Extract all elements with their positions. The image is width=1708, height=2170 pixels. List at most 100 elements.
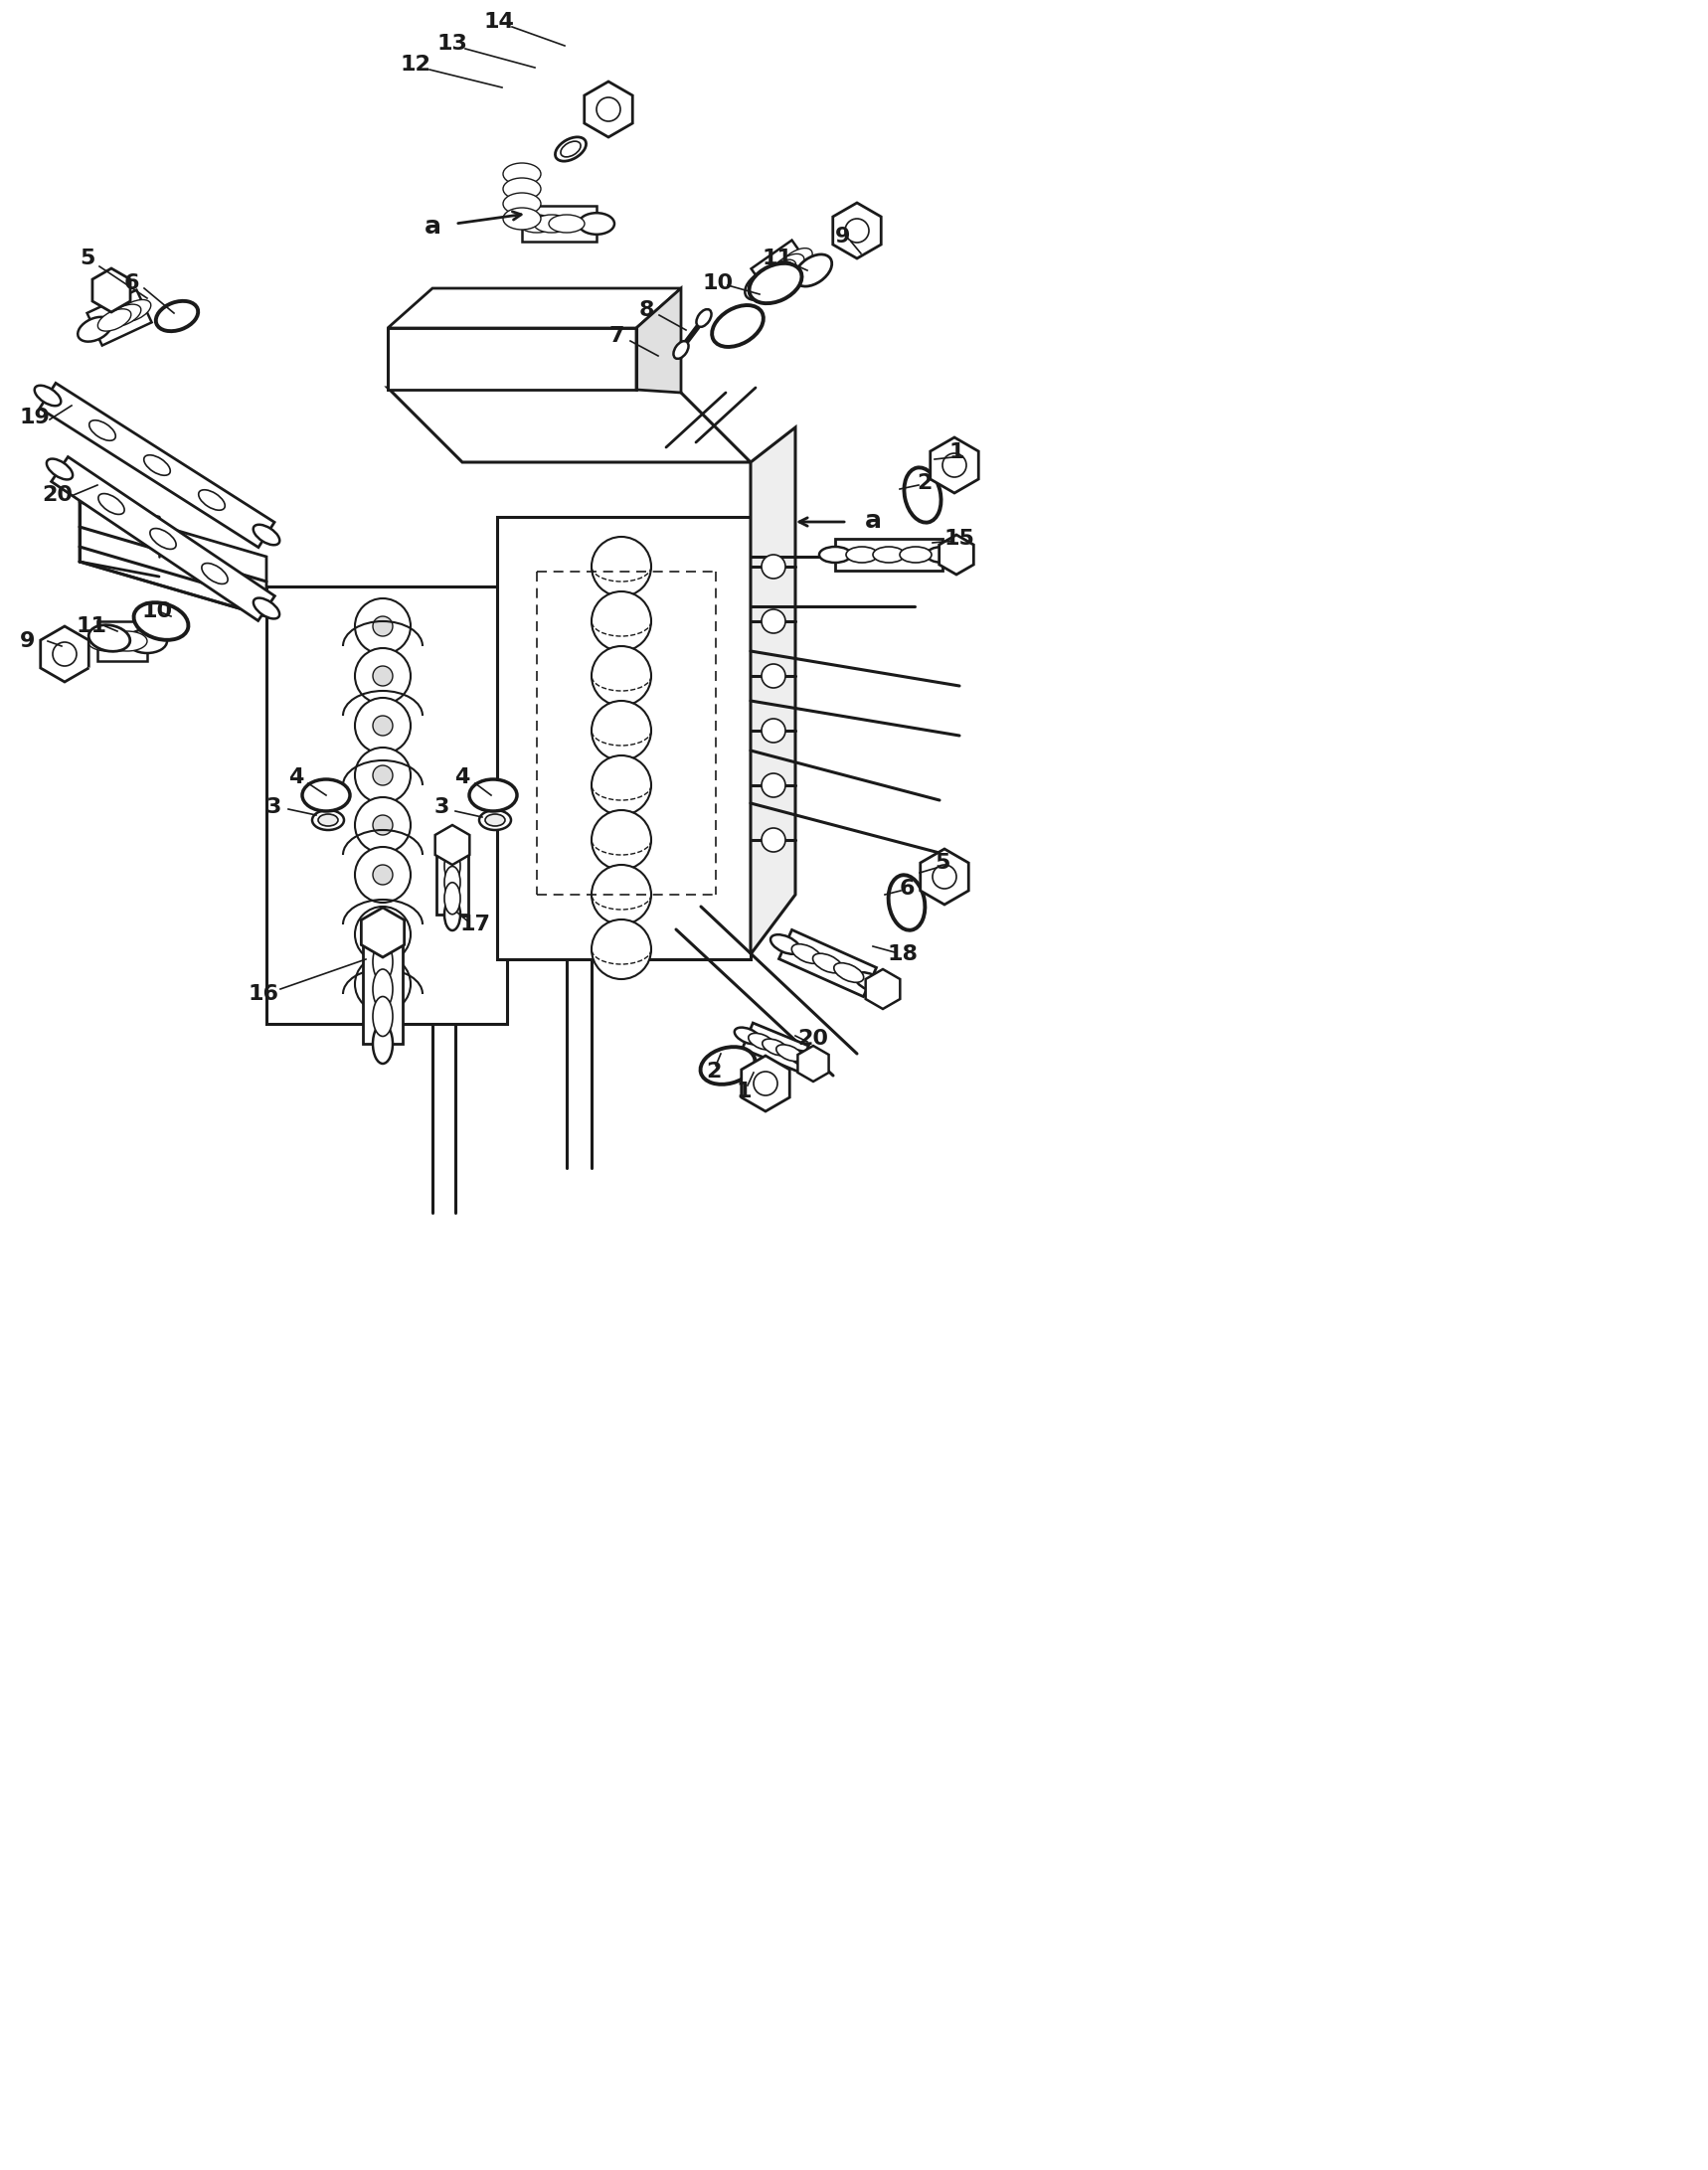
Polygon shape: [497, 516, 750, 959]
Polygon shape: [51, 458, 275, 621]
Circle shape: [355, 599, 410, 653]
Circle shape: [372, 974, 393, 994]
Polygon shape: [388, 388, 750, 462]
Text: 6: 6: [123, 273, 138, 293]
Circle shape: [355, 746, 410, 803]
Ellipse shape: [87, 631, 128, 651]
Ellipse shape: [372, 942, 393, 981]
Text: 14: 14: [483, 11, 514, 33]
Ellipse shape: [99, 493, 125, 514]
Ellipse shape: [700, 1046, 755, 1085]
Ellipse shape: [253, 599, 280, 618]
Polygon shape: [637, 289, 681, 393]
Text: 7: 7: [608, 326, 623, 345]
Text: 6: 6: [898, 879, 914, 898]
Polygon shape: [931, 438, 979, 493]
Ellipse shape: [519, 215, 555, 232]
Text: a: a: [864, 510, 881, 534]
Ellipse shape: [504, 178, 541, 200]
Ellipse shape: [302, 779, 350, 812]
Circle shape: [372, 924, 393, 944]
Ellipse shape: [155, 302, 198, 332]
Ellipse shape: [762, 260, 796, 289]
Text: a: a: [424, 215, 441, 239]
Ellipse shape: [97, 308, 132, 332]
Polygon shape: [798, 1046, 828, 1081]
Ellipse shape: [548, 215, 584, 232]
Ellipse shape: [313, 809, 343, 831]
Ellipse shape: [845, 547, 878, 562]
Ellipse shape: [745, 269, 781, 299]
Ellipse shape: [734, 1026, 760, 1044]
Polygon shape: [939, 534, 974, 575]
Ellipse shape: [579, 213, 615, 234]
Ellipse shape: [444, 883, 459, 914]
Polygon shape: [779, 929, 876, 996]
Text: 20: 20: [798, 1029, 828, 1048]
Ellipse shape: [820, 547, 851, 562]
Polygon shape: [750, 427, 796, 955]
Ellipse shape: [856, 972, 885, 992]
Circle shape: [762, 556, 786, 579]
Ellipse shape: [108, 304, 142, 326]
Ellipse shape: [873, 547, 905, 562]
Ellipse shape: [777, 247, 813, 276]
Circle shape: [372, 766, 393, 786]
Ellipse shape: [770, 254, 804, 282]
Ellipse shape: [318, 814, 338, 827]
Ellipse shape: [108, 631, 147, 651]
Text: 1: 1: [948, 443, 963, 462]
Ellipse shape: [504, 163, 541, 184]
Ellipse shape: [697, 310, 712, 328]
Text: 11: 11: [77, 616, 108, 636]
Text: 9: 9: [20, 631, 36, 651]
Circle shape: [762, 718, 786, 742]
Circle shape: [753, 1072, 777, 1096]
Text: 18: 18: [886, 944, 919, 963]
Text: 10: 10: [702, 273, 733, 293]
Ellipse shape: [372, 970, 393, 1009]
Ellipse shape: [444, 851, 459, 881]
Ellipse shape: [79, 317, 111, 341]
Ellipse shape: [791, 944, 822, 963]
Text: 16: 16: [248, 985, 278, 1005]
Circle shape: [372, 616, 393, 636]
Polygon shape: [752, 241, 815, 302]
Polygon shape: [835, 538, 943, 571]
Ellipse shape: [712, 306, 763, 347]
Circle shape: [762, 664, 786, 688]
Ellipse shape: [775, 1044, 803, 1061]
Ellipse shape: [372, 914, 393, 955]
Ellipse shape: [89, 421, 116, 441]
Circle shape: [355, 699, 410, 753]
Text: 2: 2: [705, 1061, 721, 1081]
Text: 13: 13: [437, 35, 468, 54]
Ellipse shape: [535, 215, 570, 232]
Text: 9: 9: [835, 226, 851, 247]
Ellipse shape: [89, 625, 130, 651]
Ellipse shape: [480, 809, 511, 831]
Circle shape: [762, 773, 786, 796]
Ellipse shape: [198, 490, 225, 510]
Circle shape: [845, 219, 869, 243]
Ellipse shape: [750, 263, 801, 304]
Text: 19: 19: [19, 408, 50, 427]
Text: 10: 10: [142, 601, 173, 621]
Ellipse shape: [813, 953, 842, 972]
Text: 5: 5: [80, 250, 96, 269]
Text: 15: 15: [945, 529, 975, 549]
Ellipse shape: [253, 525, 280, 545]
Ellipse shape: [444, 866, 459, 898]
Polygon shape: [741, 1055, 789, 1111]
Ellipse shape: [560, 141, 581, 156]
Circle shape: [372, 816, 393, 835]
Ellipse shape: [485, 814, 506, 827]
Ellipse shape: [770, 935, 801, 955]
Ellipse shape: [504, 208, 541, 230]
Ellipse shape: [791, 1050, 816, 1068]
Text: 4: 4: [454, 768, 470, 788]
Circle shape: [591, 536, 651, 597]
Ellipse shape: [372, 1024, 393, 1063]
Text: 2: 2: [917, 473, 933, 493]
Text: 11: 11: [762, 250, 793, 269]
